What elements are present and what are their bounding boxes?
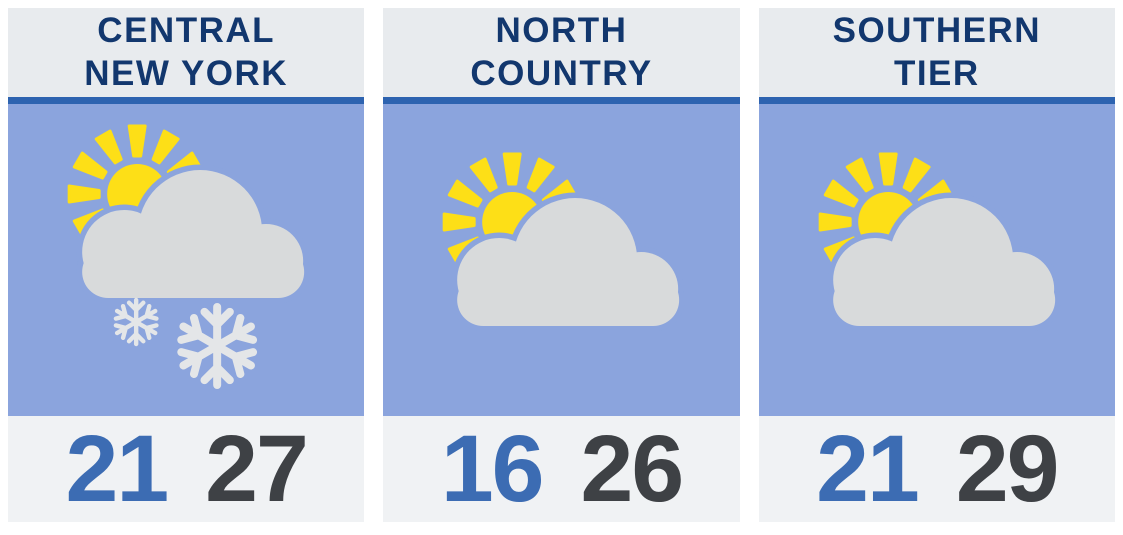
- region-title-line1: SOUTHERN: [832, 10, 1042, 50]
- temperatures: 21 27: [8, 415, 365, 522]
- region-title-line2: TIER: [893, 53, 980, 93]
- temp-low: 21: [816, 415, 920, 522]
- temp-high: 29: [955, 415, 1060, 522]
- weather-icon-area: [758, 104, 1115, 416]
- weather-icon-area: [8, 104, 365, 416]
- panel-north-country: NORTH COUNTRY 16 26: [383, 8, 740, 522]
- weather-icon-area: [383, 104, 740, 416]
- sun-cloud-snow-icon: [8, 104, 364, 416]
- temp-low: 21: [65, 415, 169, 522]
- region-title-line1: NORTH: [495, 10, 628, 50]
- temp-high: 27: [205, 415, 309, 522]
- temp-low: 16: [440, 415, 545, 522]
- region-header: SOUTHERN TIER: [758, 8, 1115, 97]
- sun-cloud-icon: [383, 104, 739, 416]
- panel-southern-tier: SOUTHERN TIER 21 29: [758, 8, 1115, 522]
- header-divider: [758, 97, 1115, 104]
- region-header: CENTRAL NEW YORK: [8, 8, 365, 97]
- temperatures: 21 29: [758, 415, 1115, 522]
- region-title-line2: NEW YORK: [84, 53, 289, 93]
- header-divider: [383, 97, 740, 104]
- region-title-line1: CENTRAL: [97, 10, 276, 50]
- region-header: NORTH COUNTRY: [383, 8, 740, 97]
- temperatures: 16 26: [383, 415, 740, 522]
- region-title-line2: COUNTRY: [470, 53, 653, 93]
- panel-central-new-york: CENTRAL NEW YORK: [8, 8, 365, 522]
- header-divider: [8, 97, 365, 104]
- sun-cloud-icon: [759, 104, 1115, 416]
- temp-high: 26: [580, 415, 684, 522]
- snowflake-large: [177, 307, 257, 385]
- snowflake-small: [114, 300, 159, 344]
